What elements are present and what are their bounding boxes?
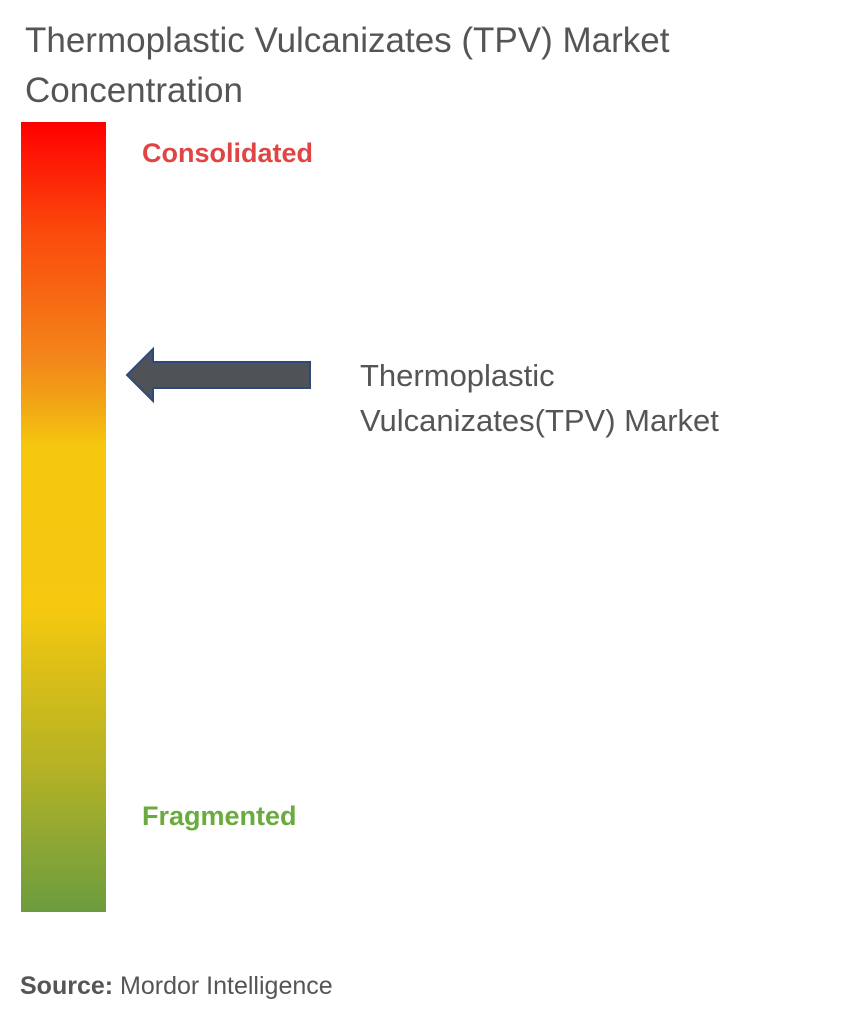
concentration-scale bbox=[21, 122, 106, 912]
fragmented-label: Fragmented bbox=[142, 801, 297, 831]
arrow bbox=[125, 346, 311, 404]
market-label: Thermoplastic Vulcanizates(TPV) Market bbox=[360, 358, 719, 438]
source-text: Mordor Intelligence bbox=[120, 972, 333, 1000]
source-label: Source: bbox=[20, 972, 114, 1000]
consolidated-label: Consolidated bbox=[142, 138, 314, 168]
title: Thermoplastic Vulcanizates (TPV) Market … bbox=[25, 21, 670, 110]
source: Source: Mordor Intelligence bbox=[20, 972, 333, 1001]
